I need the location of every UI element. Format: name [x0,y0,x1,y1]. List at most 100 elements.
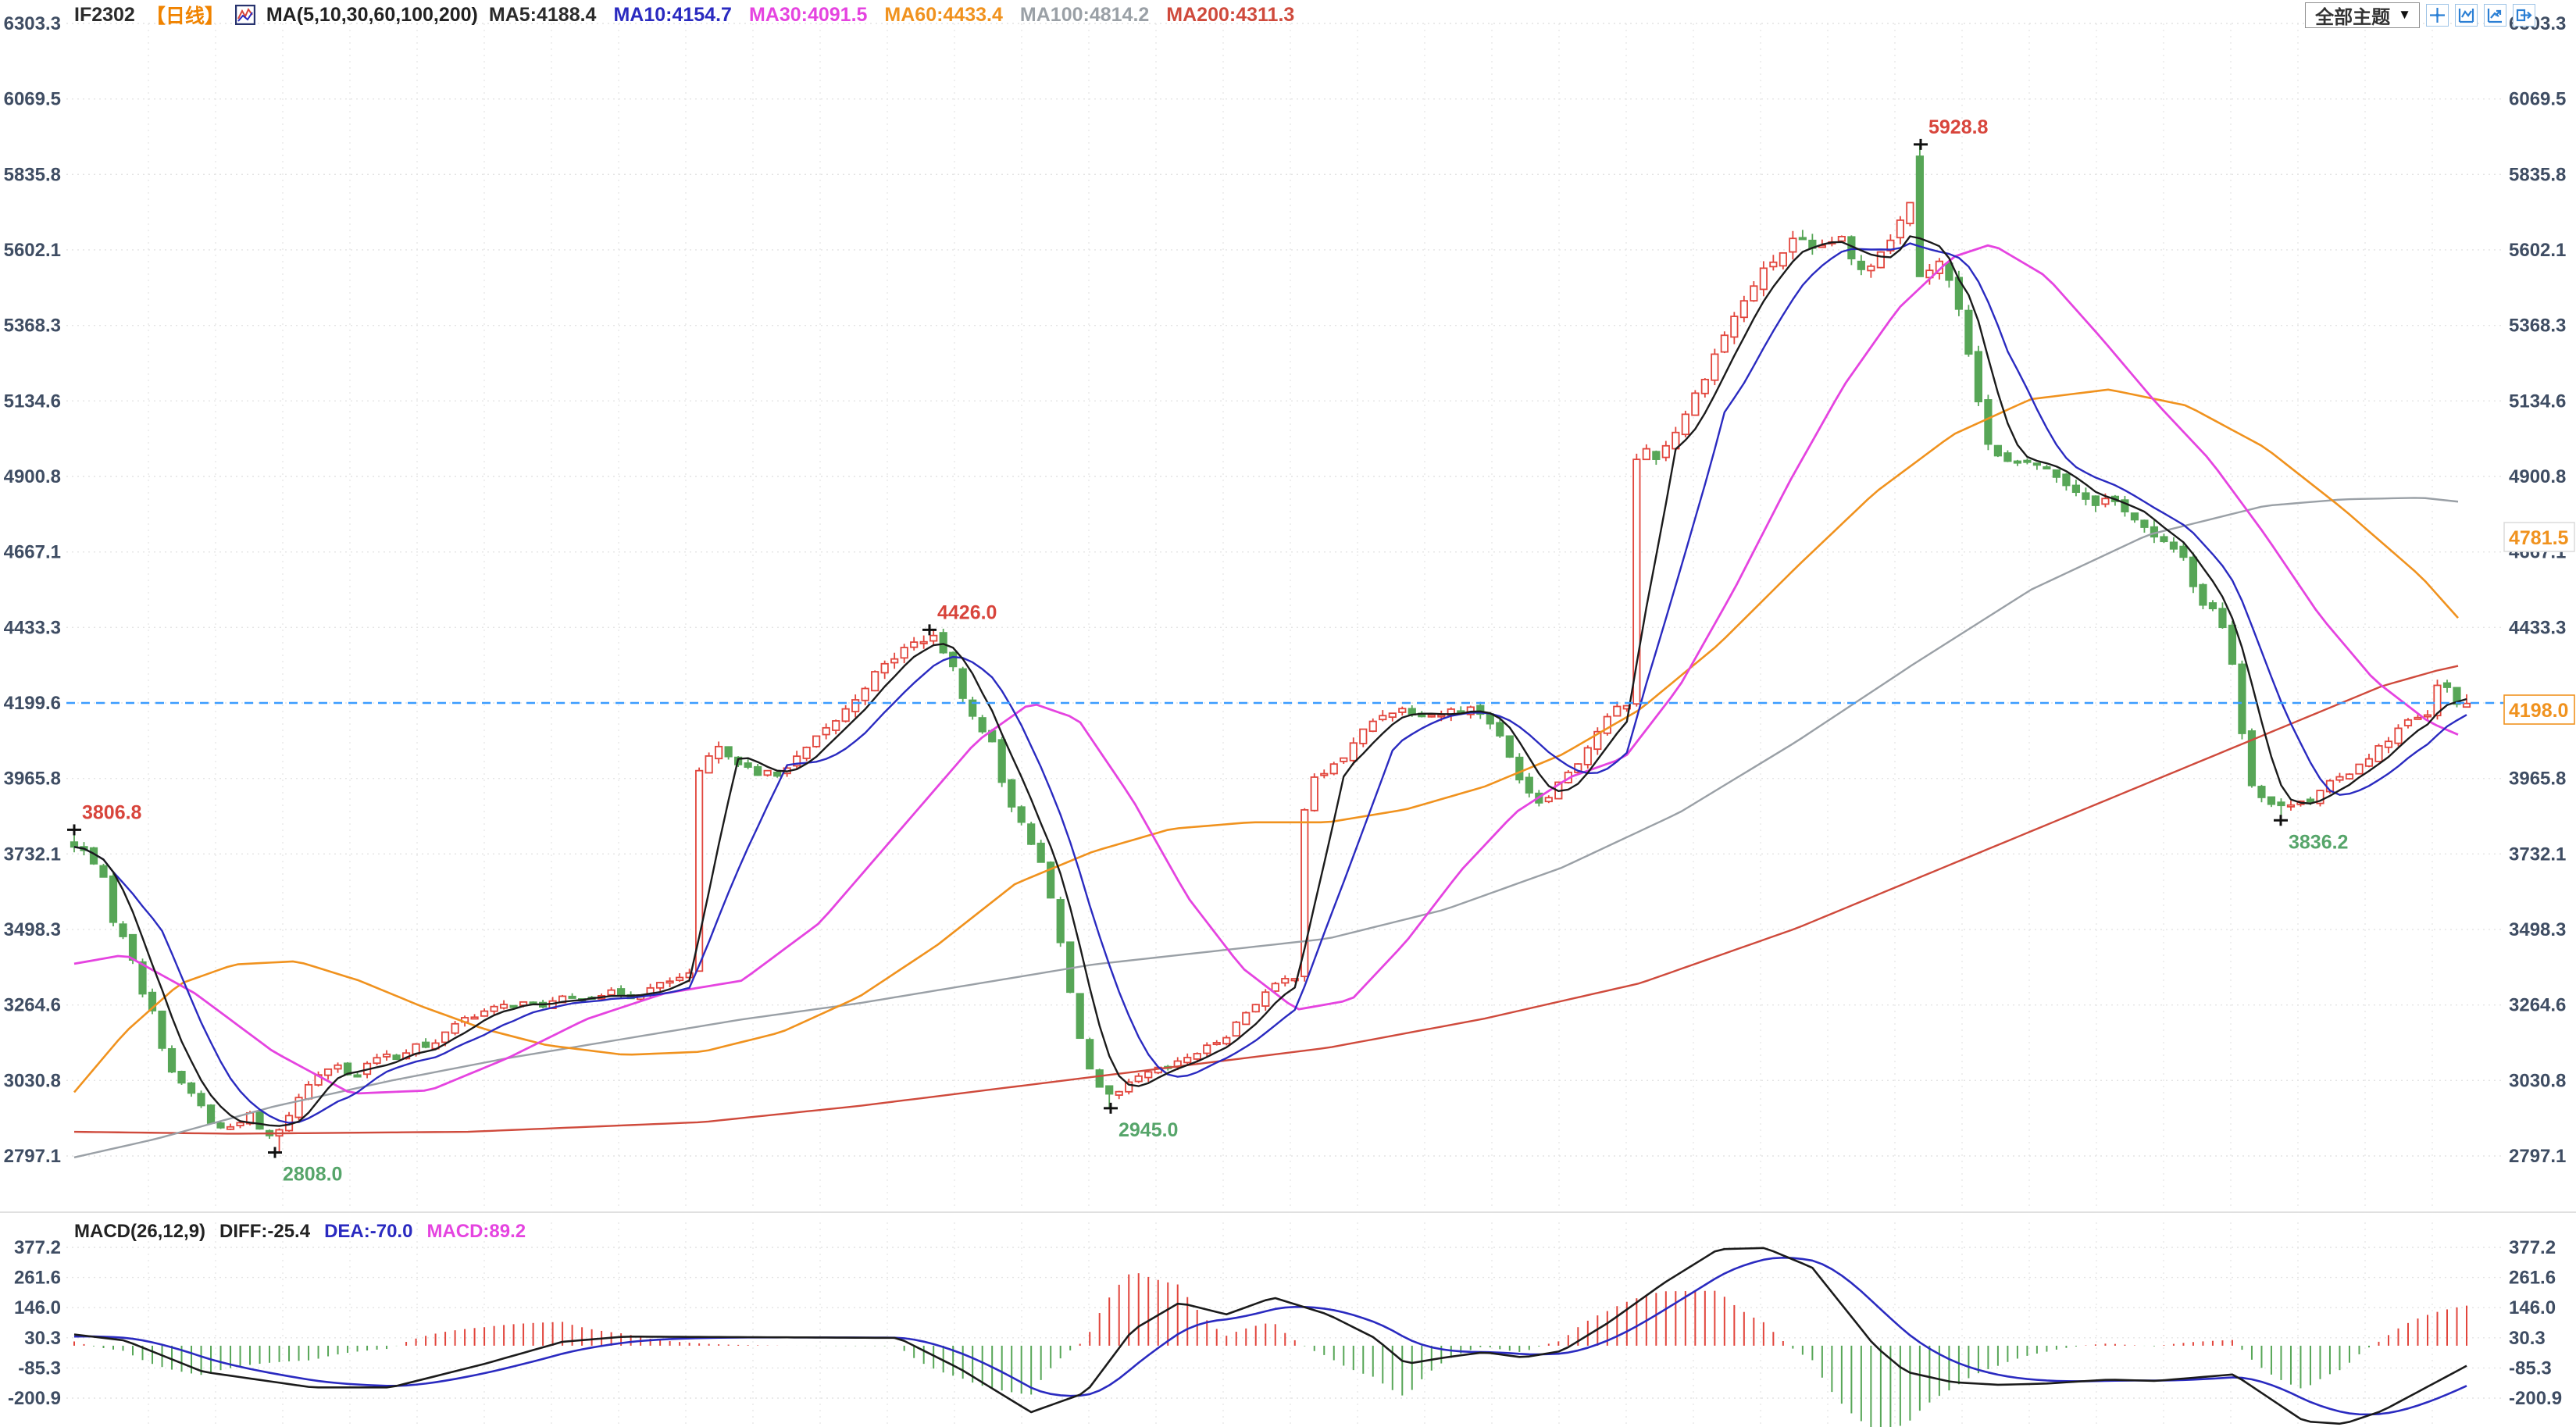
candle-body [2277,801,2285,807]
macd-axis-tick: 377.2 [14,1237,61,1258]
candle-body [236,1122,244,1126]
price-axis-tick: 4900.8 [2509,466,2566,487]
candle-body [773,771,782,777]
candle-body [353,1074,362,1078]
candle-body [2384,740,2393,748]
low-annotation: 2808.0 [283,1163,342,1185]
macd-axis-tick: 146.0 [2509,1297,2556,1318]
candle-body [2189,556,2198,587]
axis-price-marker: 4781.5 [2503,522,2575,552]
candle-body [2267,796,2276,805]
candle-body [304,1083,313,1100]
candle-body [187,1082,196,1094]
candle-body [373,1057,381,1065]
annotations-layer: 3806.8 2808.0 4426.0 2945.0 5928.8 3836.2 [67,116,2348,1185]
candle-body [2442,682,2452,688]
candle-body [1798,237,1807,241]
candle-body [451,1022,459,1034]
candle-body [1691,392,1700,416]
price-axis-tick: 5134.6 [4,391,61,412]
candle-body [871,671,879,692]
candle-body [2403,719,2413,726]
candle-body [1964,309,1973,355]
candle-body [1281,978,1290,984]
candle-body [880,662,889,674]
candle-body [1076,993,1084,1040]
axis-range-tool-icon[interactable] [2455,4,2478,27]
candle-body [1906,202,1914,225]
ma60-line [73,388,2459,1093]
candle-body [793,755,801,767]
candle-body [1750,285,1758,301]
candle-body [2306,798,2315,803]
ma-value: MA60:4433.4 [884,3,1003,26]
candle-body [1769,261,1778,268]
candle-body [997,739,1006,783]
candle-body [2414,716,2422,720]
candle-body [958,668,967,699]
candle-body [822,726,830,736]
price-axis-tick: 5835.8 [2509,164,2566,185]
macd-axis-tick: -85.3 [2509,1357,2552,1379]
candle-body [2169,541,2178,550]
ma-group-label: MA(5,10,30,60,100,200) [266,3,478,26]
price-axis-tick: 5602.1 [4,240,61,261]
ma-value: MA5:4188.4 [488,3,597,26]
candle-body [197,1093,205,1107]
theme-dropdown[interactable]: 全部主题 ▼ [2305,2,2420,28]
candle-body [1310,776,1318,812]
candle-body [1476,705,1485,715]
candle-body [441,1031,450,1043]
candle-body [2394,727,2403,744]
line-chart-icon[interactable] [234,4,256,26]
pan-right-tool-icon[interactable] [2513,4,2535,27]
candle-body [724,746,733,758]
candle-body [509,1004,518,1008]
macd-dea-value: DEA:-70.0 [324,1221,413,1242]
candle-body [2316,790,2324,804]
candle-body [1681,413,1689,436]
diff-line [73,1247,2467,1425]
candle-body [1349,742,1358,762]
candle-body [2199,583,2207,606]
macd-axis-tick: 261.6 [2509,1268,2556,1289]
price-axis-tick: 3030.8 [4,1070,61,1091]
candle-body [2082,492,2090,500]
price-axis-tick: 4667.1 [4,542,61,563]
candle-body [1730,316,1739,338]
candle-body [138,961,147,995]
candle-body [656,982,665,989]
price-axis-tick: 2797.1 [2509,1146,2566,1167]
candle-body [2043,466,2051,470]
candle-body [158,1010,166,1049]
candle-body [1368,720,1377,733]
candle-body [1379,715,1387,721]
candle-body [119,923,127,937]
macd-axis-tick: -200.9 [2509,1388,2562,1409]
period-label: 【日线】 [145,5,224,27]
candle-body [969,699,977,717]
candle-body [1300,808,1309,978]
macd-macd-value: MACD:89.2 [426,1221,526,1242]
candle-body [851,699,860,712]
candle-body [2355,763,2364,775]
candle-body [148,991,157,1011]
candle-body [705,755,713,774]
candle-body [763,769,772,776]
axis-arrow-tool-icon[interactable] [2484,4,2506,27]
macd-axis-tick: 377.2 [2509,1237,2556,1258]
candle-body [1896,219,1904,239]
macd-axis-tick: -200.9 [8,1388,61,1409]
candle-body [978,717,987,733]
candle-body [1876,251,1885,269]
candle-body [128,933,137,961]
candle-body [226,1126,235,1130]
candle-body [1134,1075,1143,1083]
candle-body [216,1122,225,1129]
low-annotation: 2945.0 [1119,1119,1178,1141]
candle-body [2335,776,2344,781]
crosshair-tool-icon[interactable] [2426,4,2449,27]
